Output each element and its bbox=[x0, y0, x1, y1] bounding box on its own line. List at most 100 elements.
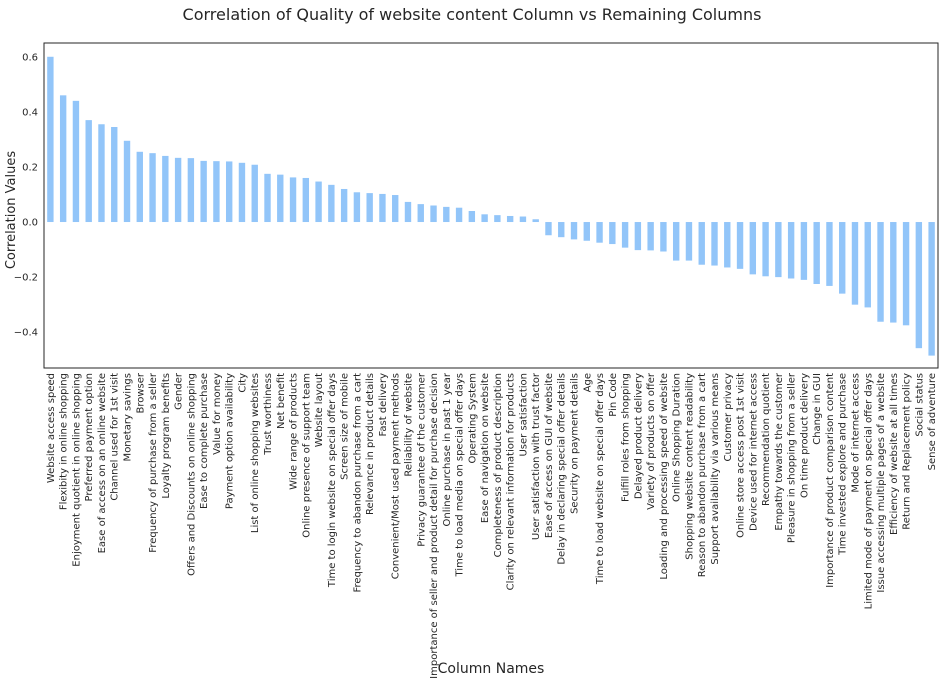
bar bbox=[915, 222, 923, 349]
y-tick-label: −0.4 bbox=[14, 328, 38, 339]
bar bbox=[813, 222, 820, 284]
bar bbox=[877, 222, 884, 322]
bar bbox=[494, 215, 501, 223]
x-tick-label: Operating System bbox=[467, 373, 478, 463]
x-tick-label: Gender bbox=[174, 372, 185, 410]
x-tick-label: Time to load website on special offer da… bbox=[595, 373, 606, 585]
x-tick-label: Importance of product comparison content bbox=[825, 373, 836, 588]
bar bbox=[238, 162, 246, 223]
x-tick-label: Convenient/Most used payment methods bbox=[391, 373, 402, 579]
bar bbox=[353, 192, 361, 223]
bar bbox=[660, 222, 667, 252]
x-tick-label: Delayed product delivery bbox=[633, 373, 644, 499]
bar bbox=[251, 164, 258, 223]
bar bbox=[340, 188, 348, 223]
bar bbox=[417, 204, 424, 223]
bar bbox=[634, 222, 642, 251]
x-tick-label: Privacy guarantee of the customer bbox=[416, 372, 427, 547]
x-tick-label: Change in GUI bbox=[812, 373, 823, 445]
bar bbox=[711, 222, 718, 266]
x-tick-label: Wide range of products bbox=[289, 373, 300, 490]
bar bbox=[736, 222, 744, 269]
x-tick-label: List of online shopping websites bbox=[250, 373, 261, 533]
x-tick-label: Reason to abandon purchase from a cart bbox=[697, 373, 708, 577]
bar bbox=[647, 222, 654, 251]
plot-frame bbox=[43, 42, 939, 369]
bar bbox=[302, 177, 310, 223]
x-tick-label: Monetary savings bbox=[123, 373, 134, 461]
bar bbox=[123, 140, 131, 223]
bar bbox=[379, 193, 386, 223]
bar bbox=[519, 216, 527, 223]
x-tick-label: Offers and Discounts on online shopping bbox=[186, 373, 197, 576]
bar bbox=[213, 161, 220, 223]
x-tick-label: User satisfaction with trust factor bbox=[531, 372, 542, 540]
x-tick-label: On time product delivery bbox=[799, 373, 810, 498]
bar bbox=[826, 222, 833, 286]
bar bbox=[839, 222, 846, 294]
x-tick-label: Shopping website content readability bbox=[684, 373, 695, 560]
bar bbox=[264, 173, 271, 223]
bar bbox=[928, 222, 935, 356]
x-tick-label: Preferred payment option bbox=[84, 373, 95, 501]
bar bbox=[289, 177, 297, 223]
x-tick-label: Pleasure in shopping from a seller bbox=[787, 372, 798, 543]
bar bbox=[532, 219, 539, 223]
bar bbox=[481, 214, 488, 223]
x-tick-label: Fast delivery bbox=[378, 373, 389, 437]
bar bbox=[47, 56, 54, 223]
x-tick-label: Payment option availability bbox=[225, 373, 236, 509]
bar bbox=[545, 222, 552, 236]
x-tick-label: Limited mode of payment on special offer… bbox=[863, 373, 874, 609]
x-tick-label: Issue accessing multiple pages of a webs… bbox=[876, 373, 887, 593]
x-tick-label: Clarity on relevant information for prod… bbox=[506, 373, 517, 590]
y-ticks-group: −0.4 −0.2 0.0 0.2 0.4 0.6 bbox=[14, 52, 38, 338]
x-tick-label: Online Shopping Duration bbox=[672, 373, 683, 502]
bar bbox=[762, 222, 769, 277]
x-tick-label: Fulfill roles from shopping bbox=[621, 373, 632, 502]
x-tick-label: Recommendation quotient bbox=[761, 373, 772, 506]
x-tick-label: Frequency to abandon purchase from a car… bbox=[352, 373, 363, 593]
bar bbox=[72, 100, 80, 223]
x-tick-label: Website layout bbox=[314, 373, 325, 447]
bar bbox=[775, 222, 782, 278]
bar bbox=[136, 151, 143, 223]
x-tick-label: Delay in declaring special offer details bbox=[557, 373, 568, 565]
bar bbox=[404, 201, 412, 223]
x-tick-label: Enjoyment quotient in online shopping bbox=[71, 373, 82, 567]
bar bbox=[59, 95, 67, 223]
x-tick-label: Relevance in product details bbox=[365, 373, 376, 515]
x-tick-label: Channel used for 1st visit bbox=[110, 373, 121, 501]
x-tick-label: Completeness of product description bbox=[493, 373, 504, 557]
x-tick-label: Loading and processing speed of website bbox=[659, 373, 670, 580]
bar bbox=[672, 222, 680, 261]
x-tick-label: Browser bbox=[135, 372, 146, 413]
x-tick-label: Online purchase in past 1 year bbox=[442, 372, 453, 526]
bar bbox=[890, 222, 897, 323]
bar bbox=[315, 181, 322, 223]
bar bbox=[558, 222, 565, 238]
bar bbox=[111, 127, 118, 223]
x-tick-label: Efficiency of website at all times bbox=[889, 373, 900, 535]
x-tick-label: Importance of seller and product detail … bbox=[429, 373, 440, 679]
bar bbox=[570, 222, 578, 240]
bar bbox=[902, 222, 910, 326]
x-tick-label: Screen size of mobile bbox=[340, 373, 351, 480]
bar bbox=[98, 124, 105, 223]
bar bbox=[443, 206, 450, 223]
bar bbox=[225, 161, 233, 223]
bar bbox=[685, 222, 693, 261]
bar bbox=[366, 193, 373, 223]
x-tick-label: City bbox=[237, 373, 248, 393]
bar bbox=[277, 174, 284, 223]
x-tick-label: Reliability of website bbox=[403, 373, 414, 477]
y-tick-label: 0.0 bbox=[22, 218, 38, 229]
bar bbox=[455, 207, 463, 223]
bar bbox=[85, 120, 92, 223]
x-tick-label: Variety of products on offer bbox=[646, 372, 657, 510]
x-tick-label: Support availability via various means bbox=[710, 373, 721, 565]
x-ticks-group: Website access speed Flexibity in online … bbox=[46, 372, 938, 679]
bar bbox=[468, 211, 476, 223]
